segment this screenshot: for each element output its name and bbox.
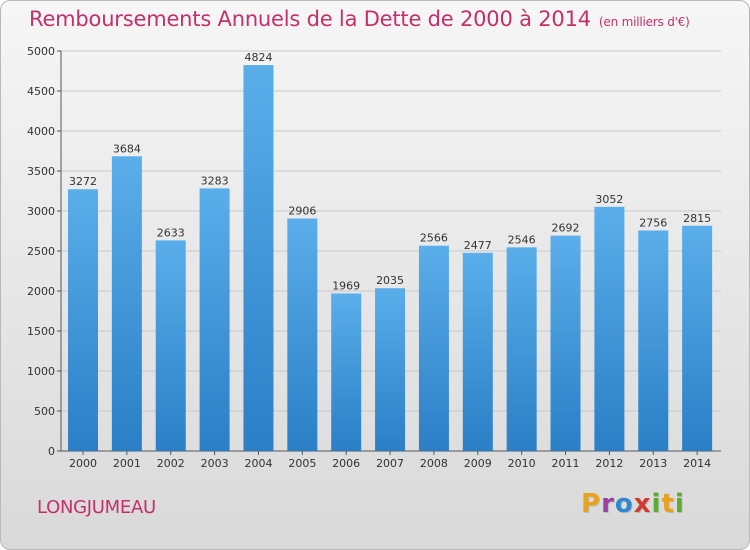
bar <box>155 240 186 451</box>
bar <box>594 206 625 451</box>
data-label: 2815 <box>683 212 711 225</box>
data-label: 2546 <box>508 233 536 246</box>
x-tick-label: 2002 <box>157 457 185 470</box>
chart-subtitle: (en milliers d'€) <box>598 15 690 29</box>
data-label: 3283 <box>201 174 229 187</box>
y-tick-label: 1500 <box>27 325 55 338</box>
bar <box>682 225 713 451</box>
logo-letter: t <box>661 489 675 519</box>
y-tick-label: 500 <box>34 405 55 418</box>
bar <box>638 230 669 451</box>
x-tick-label: 2006 <box>332 457 360 470</box>
x-tick-label: 2007 <box>376 457 404 470</box>
x-tick-label: 2014 <box>683 457 711 470</box>
y-tick-label: 3500 <box>27 165 55 178</box>
chart-title: Remboursements Annuels de la Dette de 20… <box>29 7 690 31</box>
x-tick-label: 2011 <box>552 457 580 470</box>
data-label: 2756 <box>639 217 667 230</box>
x-tick-label: 2008 <box>420 457 448 470</box>
x-tick-label: 2012 <box>595 457 623 470</box>
data-label: 2477 <box>464 239 492 252</box>
data-label: 1969 <box>332 279 360 292</box>
y-tick-label: 0 <box>48 445 55 458</box>
bar <box>199 188 230 452</box>
data-label: 2906 <box>288 205 316 218</box>
bar <box>375 288 406 451</box>
data-label: 4824 <box>244 51 272 64</box>
data-label: 2633 <box>157 226 185 239</box>
data-label: 2566 <box>420 232 448 245</box>
y-tick-label: 2000 <box>27 285 55 298</box>
bars <box>68 65 713 452</box>
x-tick-label: 2010 <box>508 457 536 470</box>
y-tick-label: 4500 <box>27 85 55 98</box>
bar <box>550 235 581 451</box>
bar <box>287 218 318 451</box>
x-tick-label: 2013 <box>639 457 667 470</box>
x-tick-label: 2003 <box>201 457 229 470</box>
x-tick-label: 2005 <box>288 457 316 470</box>
bar <box>111 156 142 451</box>
city-name: LONGJUMEAU <box>37 497 156 518</box>
logo-letter: P <box>581 489 602 519</box>
data-label: 2035 <box>376 274 404 287</box>
proxiti-logo: Proxiti <box>581 489 685 519</box>
data-label: 3052 <box>595 193 623 206</box>
y-tick-label: 5000 <box>27 45 55 58</box>
x-tick-label: 2009 <box>464 457 492 470</box>
logo-letter: r <box>601 489 615 519</box>
data-label: 3272 <box>69 175 97 188</box>
logo-letter: i <box>674 489 685 519</box>
bar <box>506 247 537 451</box>
data-label: 3684 <box>113 142 141 155</box>
x-tick-label: 2001 <box>113 457 141 470</box>
y-tick-label: 1000 <box>27 365 55 378</box>
bar <box>68 189 98 452</box>
y-tick-label: 3000 <box>27 205 55 218</box>
y-tick-label: 4000 <box>27 125 55 138</box>
x-tick-label: 2000 <box>69 457 97 470</box>
data-label: 2692 <box>552 222 580 235</box>
x-tick-label: 2004 <box>244 457 272 470</box>
bar <box>331 293 362 451</box>
bar <box>418 245 449 451</box>
bar <box>462 252 493 451</box>
logo-letter: x <box>633 489 652 519</box>
y-tick-label: 2500 <box>27 245 55 258</box>
logo-letter: o <box>614 489 634 519</box>
chart-title-text: Remboursements Annuels de la Dette de 20… <box>29 7 591 31</box>
labels: 0 500 1000 1500 2000 2500 3000 3500 4000 4500 5000… <box>27 45 711 470</box>
bar <box>243 65 274 451</box>
logo-letter: i <box>651 489 662 519</box>
